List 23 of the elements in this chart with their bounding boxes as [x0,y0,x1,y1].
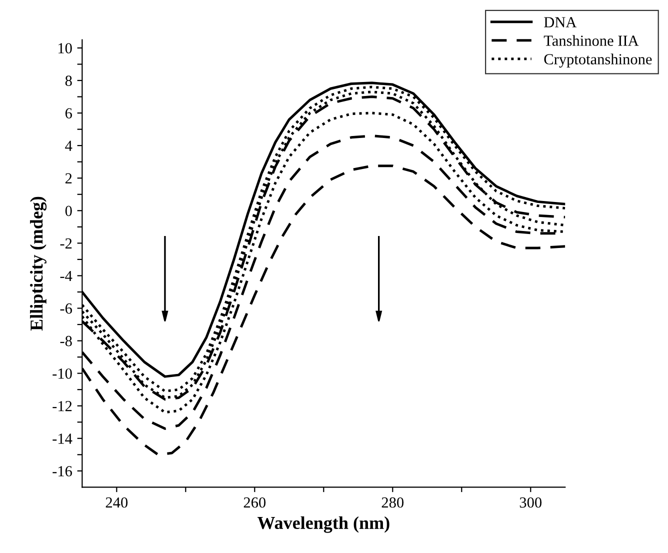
y-tick-label: -16 [52,466,72,476]
x-tick-label: 280 [382,497,404,508]
x-tick-label: 300 [520,497,542,508]
y-tick-label: 10 [58,43,72,54]
y-tick-label: 6 [65,108,72,118]
y-tick-label: -2 [60,238,72,248]
y-tick-label: 0 [65,206,72,216]
y-tick-label: 2 [65,173,72,184]
x-axis-title: Wavelength (nm) [257,516,390,533]
y-tick-label: 4 [65,140,72,151]
x-tick-label: 240 [106,497,128,508]
y-tick-label: -8 [60,336,72,346]
y-tick-label: -14 [52,434,72,444]
y-tick-label: -4 [60,270,72,282]
y-axis-title: Ellipticity (mdeg) [30,196,47,331]
x-tick-label: 260 [244,497,266,508]
y-tick-label: -12 [52,401,72,412]
legend-label: DNA [544,17,577,28]
y-tick-label: -6 [60,303,72,314]
legend-label: Tanshinone IIA [544,35,639,46]
legend-label: Cryptotanshinone [544,54,652,68]
y-tick-label: 8 [65,76,72,86]
y-tick-label: -10 [52,368,72,379]
